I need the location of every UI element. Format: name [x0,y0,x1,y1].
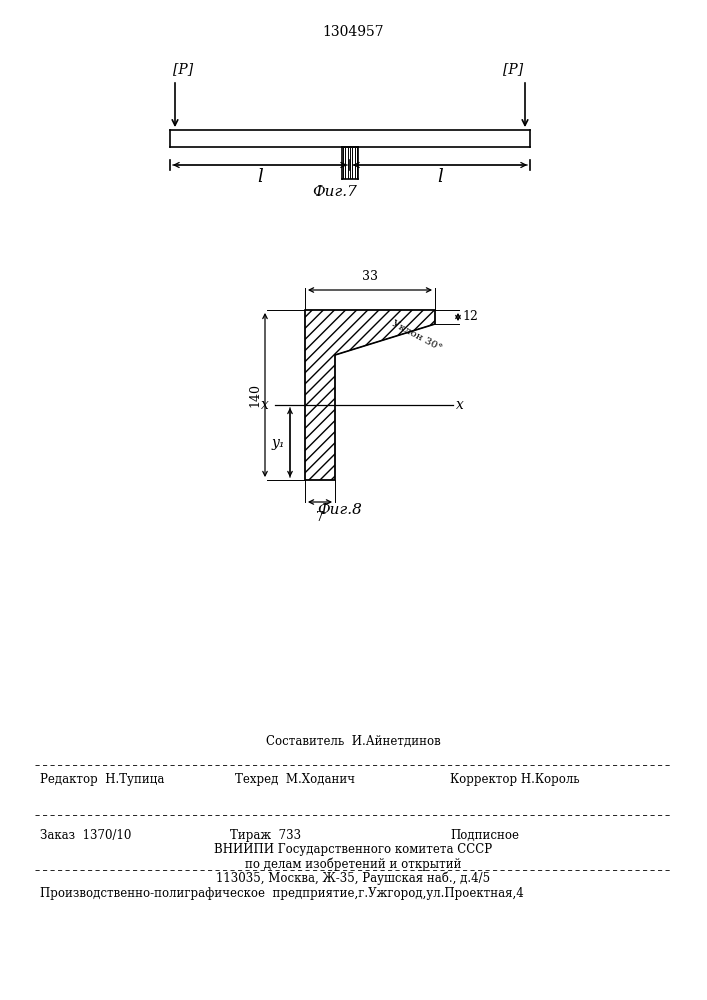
Text: [P]: [P] [503,62,523,76]
Text: Корректор Н.Король: Корректор Н.Король [450,774,580,786]
Text: Составитель  И.Айнетдинов: Составитель И.Айнетдинов [266,735,440,748]
Text: l: l [437,168,443,186]
Text: 7: 7 [316,511,324,524]
Text: Тираж  733: Тираж 733 [230,828,301,842]
Text: Техред  М.Ходанич: Техред М.Ходанич [235,774,355,786]
Text: 113035, Москва, Ж-35, Раушская наб., д.4/5: 113035, Москва, Ж-35, Раушская наб., д.4… [216,871,490,885]
Text: [P]: [P] [173,62,193,76]
Text: Редактор  Н.Тупица: Редактор Н.Тупица [40,774,164,786]
Text: 1304957: 1304957 [322,25,384,39]
Polygon shape [305,310,435,480]
Text: y₁: y₁ [271,436,285,450]
Text: Заказ  1370/10: Заказ 1370/10 [40,828,132,842]
Text: 33: 33 [362,270,378,283]
Text: Фиг.7: Фиг.7 [312,185,358,199]
Text: по делам изобретений и открытий: по делам изобретений и открытий [245,857,461,871]
Text: Уклон 30°: Уклон 30° [390,318,443,353]
Text: x: x [456,398,464,412]
Text: Подписное: Подписное [450,828,519,842]
Text: 12: 12 [462,310,478,324]
Text: Производственно-полиграфическое  предприятие,г.Ужгород,ул.Проектная,4: Производственно-полиграфическое предприя… [40,888,524,900]
Text: x: x [261,398,269,412]
Text: ВНИИПИ Государственного комитета СССР: ВНИИПИ Государственного комитета СССР [214,844,492,856]
Text: 140: 140 [248,383,261,407]
Text: l: l [257,168,263,186]
Text: Фиг.8: Фиг.8 [317,503,363,517]
